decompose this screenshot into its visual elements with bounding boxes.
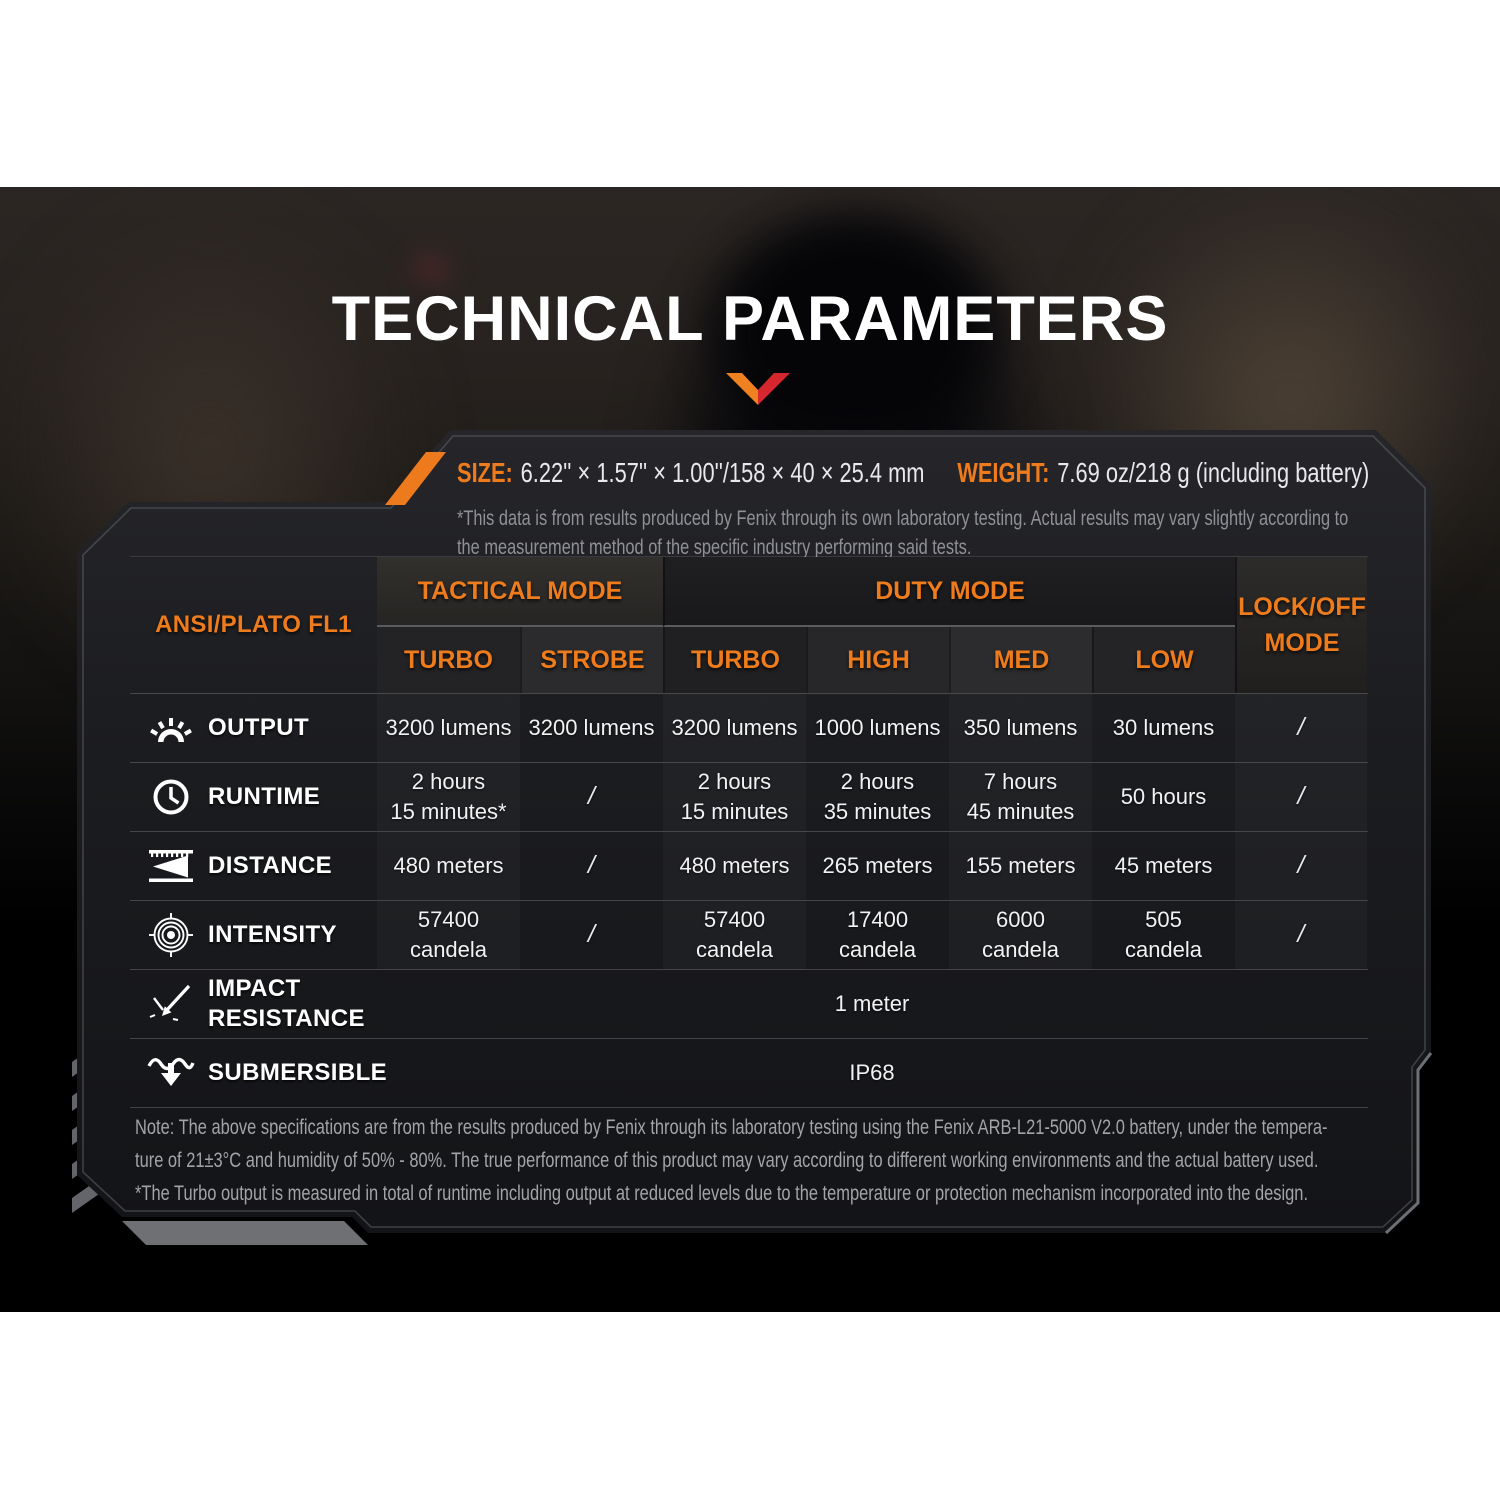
cell-output-high: 1000 lumens — [814, 715, 941, 741]
footnote-line: ture of 21±3°C and humidity of 50% - 80%… — [135, 1148, 1319, 1172]
row-label-text: IMPACT RESISTANCE — [208, 975, 365, 1032]
cell-runtime-med: 7 hours 45 minutes — [949, 763, 1092, 831]
group-header-tactical: TACTICAL MODE — [377, 557, 663, 627]
cell-intensity-lock: / — [1235, 901, 1367, 969]
cell-submersible-value: IP68 — [849, 1060, 895, 1086]
cell-runtime-high: 2 hours 35 minutes — [823, 769, 932, 824]
spec-table: ANSI/PLATO FL1 TACTICAL MODE DUTY MODE L… — [130, 556, 1368, 1108]
cell-runtime-strobe: / — [588, 782, 595, 811]
cell-intensity-low: 505 candela — [1124, 907, 1203, 962]
size-label: SIZE: — [457, 457, 513, 488]
intensity-icon — [142, 912, 200, 958]
cell-distance-tactical-turbo: 480 meters — [377, 832, 520, 900]
footnote: Note: The above specifications are from … — [135, 1111, 1390, 1210]
cell-output-strobe: 3200 lumens — [528, 715, 655, 741]
table-header: ANSI/PLATO FL1 TACTICAL MODE DUTY MODE L… — [130, 556, 1368, 693]
cell-intensity-strobe: / — [588, 920, 595, 949]
red-glint — [390, 242, 470, 297]
table-row-intensity: INTENSITY 57400 candela / 57400 candela … — [130, 900, 1368, 969]
sunburst-icon — [142, 710, 200, 746]
bottom-accent-strip — [122, 1221, 368, 1245]
row-label-impact-resistance: IMPACT RESISTANCE — [130, 970, 377, 1038]
row-label-distance: DISTANCE — [130, 832, 377, 900]
cell-output-lock: / — [1235, 694, 1367, 762]
table-row-impact-resistance: IMPACT RESISTANCE 1 meter — [130, 969, 1368, 1038]
impact-icon — [142, 984, 200, 1024]
orange-slash-accent — [385, 452, 446, 505]
cell-distance-high: 265 meters — [822, 853, 933, 879]
cell-intensity-high: 17400 candela — [838, 907, 917, 962]
clock-icon — [142, 777, 200, 817]
table-row-submersible: SUBMERSIBLE IP68 — [130, 1038, 1368, 1108]
sub-header-turbo-duty: TURBO — [663, 627, 806, 693]
row-label-output: OUTPUT — [130, 694, 377, 762]
row-label-text: RUNTIME — [208, 783, 321, 810]
cell-runtime-tactical-turbo: 2 hours 15 minutes* — [377, 763, 520, 831]
weight-spec: WEIGHT: 7.69 oz/218 g (including battery) — [957, 457, 1369, 489]
sub-header-strobe: STROBE — [520, 627, 663, 693]
cell-distance-lock: / — [1235, 832, 1367, 900]
cell-output-tactical-turbo: 3200 lumens — [377, 694, 520, 762]
size-weight-line: SIZE: 6.22'' × 1.57'' × 1.00''/158 × 40 ×… — [457, 457, 1401, 489]
cell-runtime-low: 50 hours — [1120, 784, 1207, 810]
row-label-text: DISTANCE — [208, 852, 333, 879]
cell-distance-duty-turbo: 480 meters — [663, 832, 806, 900]
footnote-line: Note: The above specifications are from … — [135, 1115, 1328, 1139]
corner-header: ANSI/PLATO FL1 — [155, 611, 352, 638]
distance-icon — [142, 849, 200, 883]
cell-output-low: 30 lumens — [1112, 715, 1215, 741]
sub-header-turbo-tactical: TURBO — [377, 627, 520, 693]
lab-disclaimer: *This data is from results produced by F… — [457, 504, 1500, 562]
sub-header-low: LOW — [1092, 627, 1235, 693]
table-row-distance: DISTANCE 480 meters / 480 meters 265 met… — [130, 831, 1368, 900]
row-label-text: OUTPUT — [208, 714, 310, 741]
row-label-intensity: INTENSITY — [130, 901, 377, 969]
size-spec: SIZE: 6.22'' × 1.57'' × 1.00''/158 × 40 ×… — [457, 457, 924, 489]
right-bevel — [1384, 1052, 1433, 1235]
row-label-text: SUBMERSIBLE — [208, 1059, 388, 1086]
row-label-runtime: RUNTIME — [130, 763, 377, 831]
disclaimer-line: the measurement method of the specific i… — [457, 536, 972, 559]
lock-header-line: MODE — [1264, 629, 1340, 657]
cell-intensity-tactical-turbo: 57400 candela — [377, 901, 520, 969]
cell-intensity-med: 6000 candela — [949, 901, 1092, 969]
chevron-down-icon — [726, 373, 790, 405]
weight-value: 7.69 oz/218 g (including battery) — [1057, 457, 1370, 488]
sub-header-med: MED — [949, 627, 1092, 693]
cell-runtime-duty-turbo: 2 hours 15 minutes — [663, 763, 806, 831]
table-row-runtime: RUNTIME 2 hours 15 minutes* / 2 hours 15… — [130, 762, 1368, 831]
footnote-line: *The Turbo output is measured in total o… — [135, 1181, 1309, 1205]
size-value: 6.22'' × 1.57'' × 1.00''/158 × 40 × 25.4… — [520, 457, 925, 488]
cell-impact-resistance-value: 1 meter — [834, 991, 910, 1017]
group-header-duty: DUTY MODE — [663, 557, 1235, 627]
page-title: TECHNICAL PARAMETERS — [331, 284, 1169, 354]
disclaimer-line: *This data is from results produced by F… — [457, 507, 1349, 530]
row-label-submersible: SUBMERSIBLE — [130, 1039, 387, 1107]
lock-header-line: LOCK/OFF — [1238, 592, 1366, 621]
submersible-icon — [142, 1054, 200, 1092]
cell-distance-strobe: / — [588, 851, 595, 880]
group-header-lock-off: LOCK/OFF MODE — [1235, 557, 1367, 693]
cell-distance-low: 45 meters — [1114, 853, 1213, 879]
table-row-output: OUTPUT 3200 lumens 3200 lumens 3200 lume… — [130, 693, 1368, 762]
cell-output-med: 350 lumens — [949, 694, 1092, 762]
cell-output-duty-turbo: 3200 lumens — [663, 694, 806, 762]
cell-runtime-lock: / — [1235, 763, 1367, 831]
weight-label: WEIGHT: — [957, 457, 1050, 488]
hero-section: TECHNICAL PARAMETERS — [0, 187, 1500, 1312]
cell-intensity-duty-turbo: 57400 candela — [663, 901, 806, 969]
sub-header-high: HIGH — [806, 627, 949, 693]
cell-distance-med: 155 meters — [949, 832, 1092, 900]
row-label-text: INTENSITY — [208, 921, 337, 948]
